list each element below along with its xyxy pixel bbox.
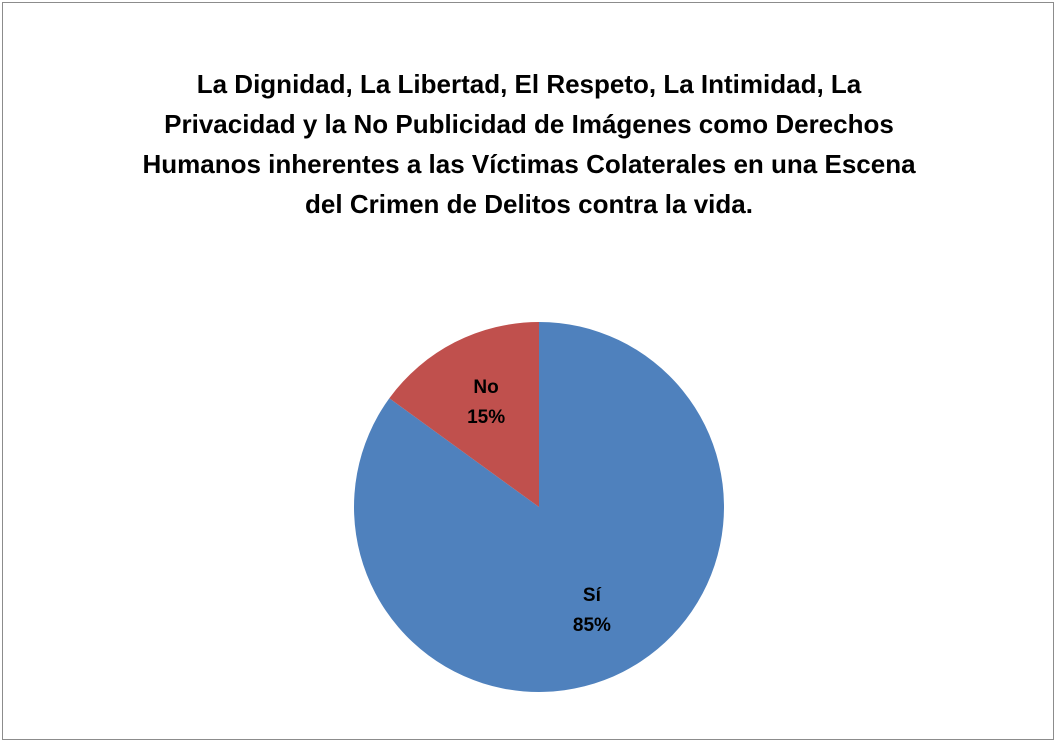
slice-value-label: 15%: [467, 407, 505, 428]
slice-category-label: Sí: [583, 585, 602, 606]
slice-category-label: No: [473, 377, 498, 398]
slice-value-label: 85%: [573, 615, 611, 636]
pie-slice: [389, 322, 539, 507]
chart-title: La Dignidad, La Libertad, El Respeto, La…: [142, 69, 916, 219]
